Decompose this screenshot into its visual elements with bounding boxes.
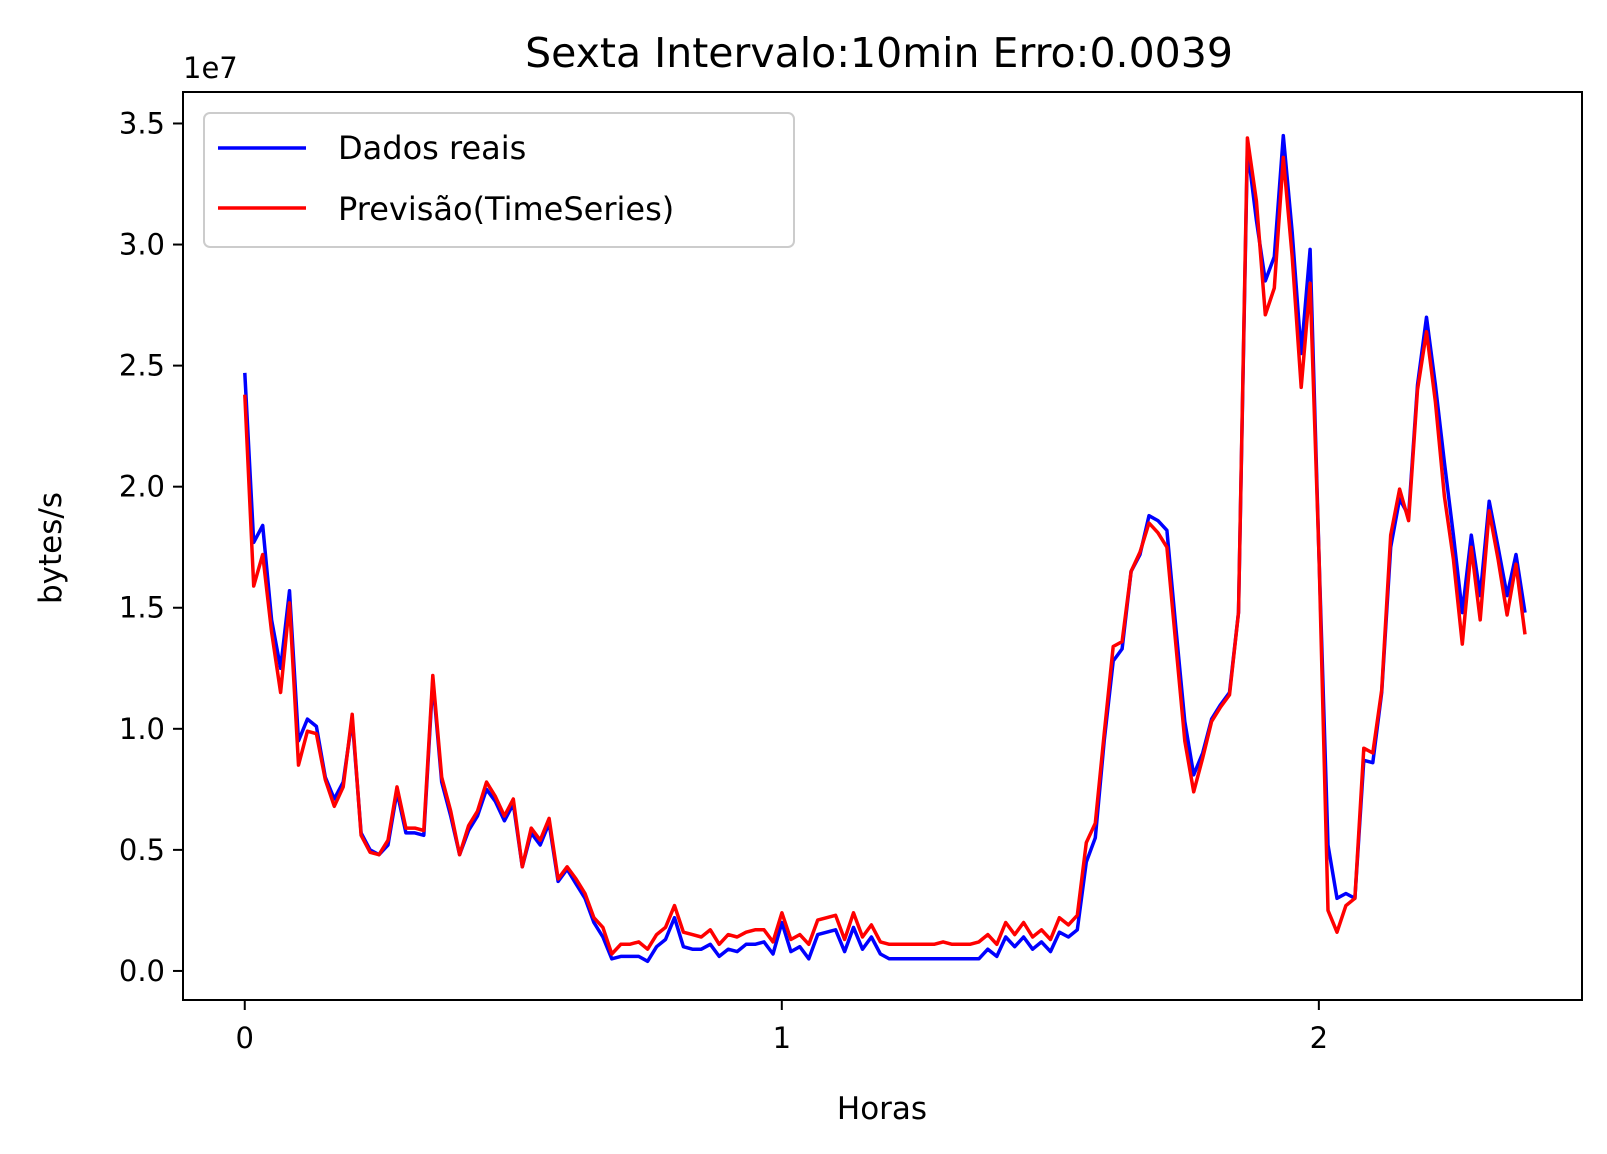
legend-label-previsao: Previsão(TimeSeries) <box>338 190 674 228</box>
y-tick-label: 3.0 <box>119 228 165 262</box>
legend-box <box>203 112 795 248</box>
y-axis-ticks: 0.0 0.5 1.0 1.5 2.0 2.5 3.0 3.5 <box>119 106 183 988</box>
legend-label-dados-reais: Dados reais <box>338 129 526 167</box>
y-offset-text: 1e7 <box>183 51 238 85</box>
plot-frame <box>182 91 1583 1001</box>
y-tick-label: 1.5 <box>119 591 165 625</box>
y-tick-label: 0.0 <box>119 954 165 988</box>
x-tick-label: 1 <box>773 1021 791 1055</box>
series-layer <box>243 133 1527 964</box>
chart-title: Sexta Intervalo:10min Erro:0.0039 <box>525 29 1233 77</box>
legend: Dados reais Previsão(TimeSeries) <box>203 112 795 248</box>
y-tick-label: 3.5 <box>119 106 165 140</box>
y-tick-label: 2.5 <box>119 349 165 383</box>
y-axis-label: bytes/s <box>33 492 69 604</box>
y-tick-label: 1.0 <box>119 712 165 746</box>
y-tick-label: 2.0 <box>119 470 165 504</box>
y-tick-label: 0.5 <box>119 833 165 867</box>
x-tick-label: 0 <box>236 1021 254 1055</box>
series-line-1 <box>243 136 1527 956</box>
x-axis-label: Horas <box>837 1091 927 1127</box>
x-axis-ticks: 0 1 2 <box>236 1000 1328 1055</box>
x-tick-label: 2 <box>1310 1021 1328 1055</box>
